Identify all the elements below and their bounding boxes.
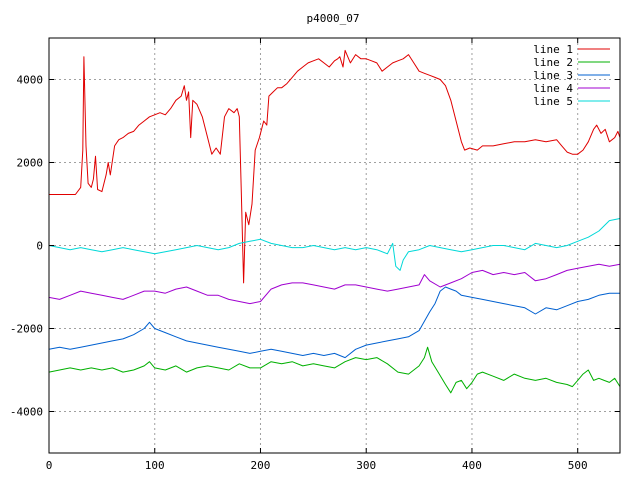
x-tick-label: 300 [356, 459, 376, 472]
x-tick-label: 100 [145, 459, 165, 472]
chart-title: p4000_07 [307, 12, 360, 25]
grid-lines [49, 38, 620, 453]
y-tick-label: 4000 [17, 74, 44, 87]
y-tick-label: -4000 [10, 406, 43, 419]
series-line-4 [48, 263, 621, 305]
y-axis: -4000 -2000 0 2000 4000 [10, 74, 620, 419]
x-tick-label: 400 [462, 459, 482, 472]
y-tick-label: -2000 [10, 323, 43, 336]
x-tick-label: 500 [568, 459, 588, 472]
series-line-3 [48, 286, 620, 359]
x-axis: 0 100 200 300 400 500 [46, 38, 588, 472]
legend-label-5: line 5 [533, 95, 573, 108]
legend-label-2: line 2 [533, 56, 573, 69]
x-tick-label: 0 [46, 459, 53, 472]
series-line-1 [49, 49, 621, 284]
series-line-2 [48, 346, 621, 394]
legend-label-1: line 1 [533, 43, 573, 56]
series-layer [48, 49, 621, 394]
y-tick-label: 0 [36, 240, 43, 253]
legend-label-4: line 4 [533, 82, 573, 95]
legend-label-3: line 3 [533, 69, 573, 82]
y-tick-label: 2000 [17, 157, 44, 170]
series-line-5 [48, 218, 621, 271]
x-tick-label: 200 [251, 459, 271, 472]
